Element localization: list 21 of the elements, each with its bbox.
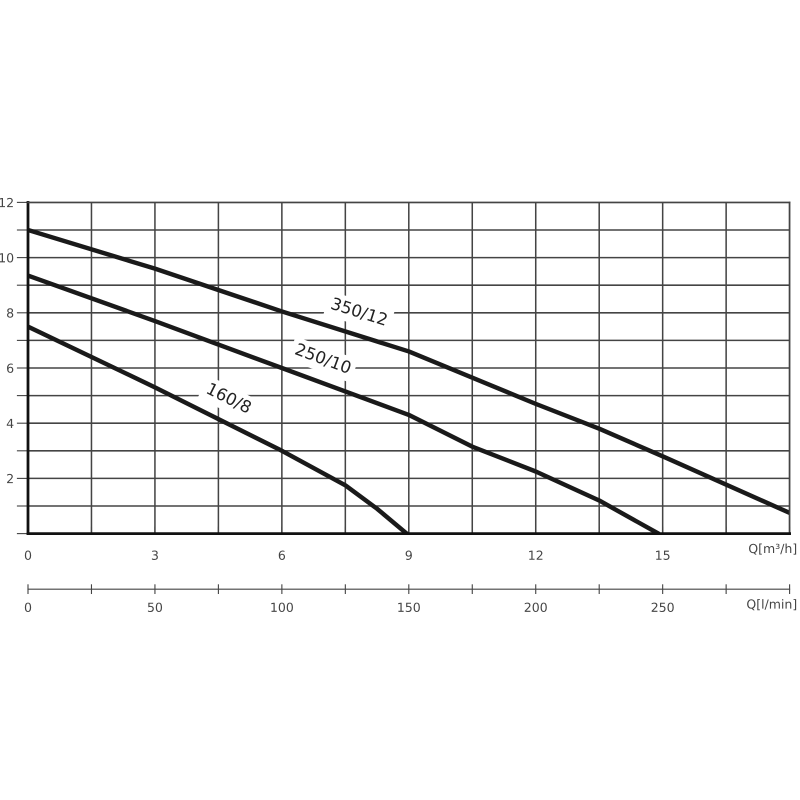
text: 350/12 bbox=[330, 296, 388, 327]
x2-tick-label: 0 bbox=[24, 602, 32, 612]
y-tick-label: 2 bbox=[7, 474, 13, 484]
x2-axis-title: Q[l/min] bbox=[747, 599, 796, 610]
x-tick-label: 0 bbox=[24, 550, 32, 560]
x2-tick-label: 250 bbox=[652, 602, 674, 612]
x2-tick-label: 50 bbox=[148, 602, 162, 612]
y-tick-label: 10 bbox=[0, 253, 14, 263]
y-tick-label: 6 bbox=[7, 363, 14, 373]
x-tick-label: 12 bbox=[529, 550, 542, 560]
x2-tick-label: 100 bbox=[271, 602, 293, 612]
x2-tick-label: 200 bbox=[524, 602, 547, 612]
y-tick-label: 12 bbox=[0, 198, 13, 208]
y-tick-label: 4 bbox=[6, 418, 14, 428]
x2-tick-label: 150 bbox=[398, 602, 420, 612]
y-tick-label: 8 bbox=[7, 308, 14, 318]
x-tick-label: 15 bbox=[656, 550, 670, 560]
x-tick-label: 9 bbox=[406, 550, 412, 560]
x-axis-title: Q[m³/h] bbox=[749, 544, 796, 555]
x-tick-label: 6 bbox=[278, 550, 286, 560]
x-tick-label: 3 bbox=[152, 550, 158, 560]
